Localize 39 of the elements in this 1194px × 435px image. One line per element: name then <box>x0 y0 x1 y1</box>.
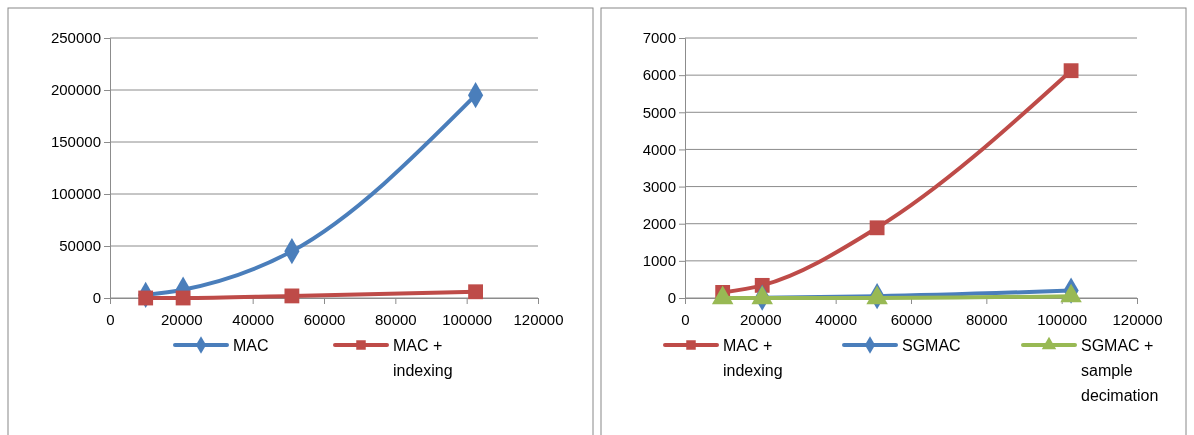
y-tick-label: 100000 <box>50 185 101 203</box>
x-tick-label: 20000 <box>739 311 782 328</box>
x-tick-label: 20000 <box>160 311 203 328</box>
legend-label: SGMAC + sample decimation <box>1081 337 1159 404</box>
point <box>284 288 300 304</box>
point <box>468 284 483 300</box>
y-tick-label: 3000 <box>642 177 676 195</box>
y-tick-label: 150000 <box>50 133 101 151</box>
x-tick-label: 60000 <box>303 311 346 328</box>
y-tick-label: 200000 <box>50 81 101 99</box>
y-tick-label: 7000 <box>642 29 676 47</box>
y-tick-label: 50000 <box>59 237 101 255</box>
legend-label: SGMAC <box>902 337 961 354</box>
x-tick-label: 40000 <box>815 311 858 328</box>
y-tick-label: 250000 <box>50 29 101 47</box>
x-tick-label: 100000 <box>442 311 493 328</box>
y-tick-label: 6000 <box>642 66 676 84</box>
y-tick-label: 2000 <box>642 215 676 233</box>
y-tick-label: 0 <box>667 289 676 307</box>
legend-label: MAC + indexing <box>393 337 453 379</box>
x-tick-label: 100000 <box>1037 311 1088 328</box>
y-tick-label: 4000 <box>642 140 676 158</box>
legend-label: MAC + indexing <box>723 337 783 379</box>
point <box>869 220 885 236</box>
x-tick-label: 120000 <box>1112 311 1163 328</box>
legend-label: MAC <box>233 337 269 354</box>
point <box>1063 63 1079 79</box>
y-tick-label: 0 <box>92 289 101 307</box>
x-tick-label: 0 <box>681 311 690 328</box>
point <box>175 290 191 306</box>
x-tick-label: 60000 <box>890 311 933 328</box>
x-tick-label: 40000 <box>232 311 275 328</box>
y-tick-label: 1000 <box>642 252 676 270</box>
x-tick-label: 80000 <box>965 311 1008 328</box>
point <box>138 290 154 306</box>
x-tick-label: 80000 <box>374 311 417 328</box>
x-tick-label: 0 <box>106 311 115 328</box>
x-tick-label: 120000 <box>513 311 564 328</box>
y-tick-label: 5000 <box>642 103 676 121</box>
